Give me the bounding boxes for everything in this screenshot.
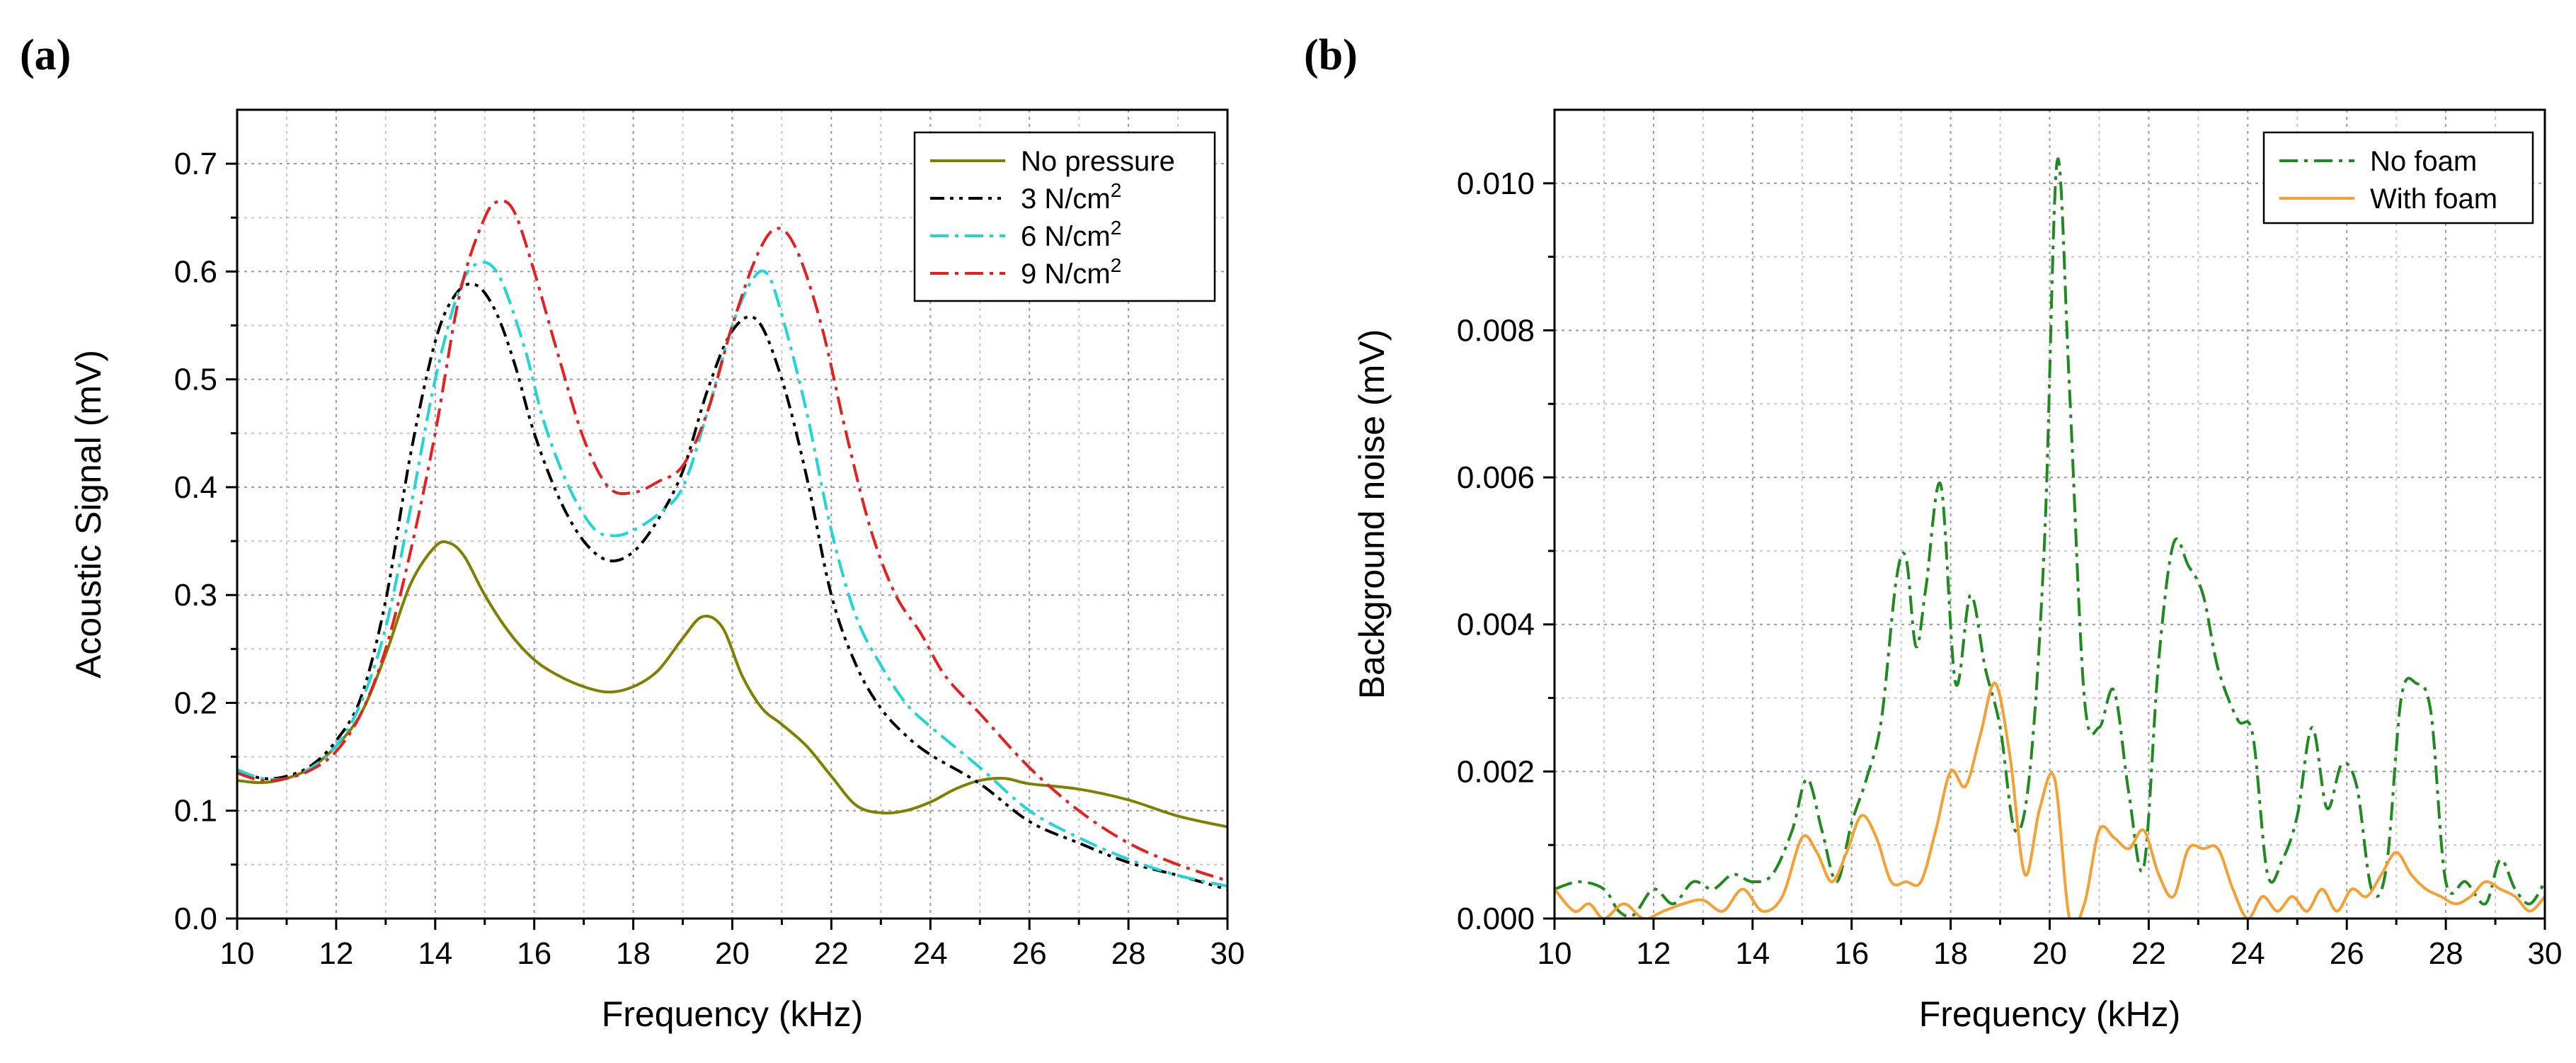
chart-a-ytick-label: 0.6 <box>174 254 217 289</box>
chart-a-y-axis-title: Acoustic Signal (mV) <box>69 350 108 678</box>
chart-a-xtick-label: 24 <box>913 936 948 971</box>
chart-a-xtick-label: 22 <box>814 936 849 971</box>
chart-a-ytick-label: 0.7 <box>174 147 217 181</box>
chart-b-legend: No foam With foam <box>2262 131 2534 224</box>
chart-a-ytick-label: 0.0 <box>174 902 217 936</box>
chart-b-xtick-label: 14 <box>1735 936 1770 971</box>
chart-b-legend-box <box>2262 131 2534 224</box>
chart-b-ytick-label: 0.010 <box>1457 166 1535 201</box>
chart-b-xtick-label: 20 <box>2032 936 2067 971</box>
chart-b-xtick-label: 24 <box>2231 936 2265 971</box>
chart-b-legend-label-1: With foam <box>2370 183 2497 215</box>
chart-a-legend-label-2: 6 N/cm2 <box>1021 217 1121 252</box>
chart-a-x-axis-title: Frequency (kHz) <box>602 994 864 1034</box>
chart-a-legend-label-3: 9 N/cm2 <box>1021 254 1121 290</box>
chart-b-ytick-label: 0.002 <box>1457 754 1535 789</box>
chart-a-series-line-3 <box>237 199 1227 882</box>
chart-a-xtick-label: 28 <box>1111 936 1146 971</box>
chart-a-series-group <box>237 199 1227 891</box>
chart-b-ytick-label: 0.004 <box>1457 608 1535 642</box>
chart-a-xtick-label: 30 <box>1210 936 1245 971</box>
chart-a-ytick-label: 0.5 <box>174 363 217 397</box>
chart-b-ytick-label: 0.008 <box>1457 313 1535 348</box>
chart-a-xtick-label: 18 <box>616 936 651 971</box>
chart-b-xtick-label: 22 <box>2131 936 2166 971</box>
chart-b-series-line-0 <box>1555 157 2545 919</box>
chart-a-xtick-label: 26 <box>1012 936 1047 971</box>
chart-b-grid <box>1555 110 2545 919</box>
chart-a-xtick-label: 16 <box>517 936 551 971</box>
chart-a-xtick-label: 14 <box>418 936 452 971</box>
chart-b-series-line-1 <box>1555 681 2545 919</box>
chart-b-xtick-label: 10 <box>1538 936 1572 971</box>
chart-b-xtick-label: 26 <box>2330 936 2364 971</box>
chart-b-y-axis-title: Background noise (mV) <box>1352 329 1392 699</box>
chart-a: 10 12 14 16 18 20 22 24 26 28 30 0.0 0.1 0.2 0.3 0.4 0.5… <box>69 108 1245 1034</box>
chart-b-series-group <box>1555 157 2545 919</box>
chart-a-xtick-label: 12 <box>319 936 353 971</box>
chart-a-series-line-1 <box>237 282 1227 891</box>
chart-a-legend-label-0: No pressure <box>1021 146 1175 177</box>
chart-a-series-line-0 <box>237 540 1227 829</box>
chart-a-ytick-label: 0.3 <box>174 578 217 613</box>
chart-a-series-line-2 <box>237 261 1227 888</box>
chart-a-xtick-label: 20 <box>715 936 750 971</box>
chart-b-xtick-label: 28 <box>2429 936 2463 971</box>
chart-b-legend-label-0: No foam <box>2370 146 2477 177</box>
chart-a-ytick-label: 0.4 <box>174 470 217 505</box>
chart-b-xtick-label: 12 <box>1636 936 1671 971</box>
panel-a-label: (a) <box>20 31 71 79</box>
chart-a-ytick-label: 0.1 <box>174 794 217 829</box>
chart-a-xtick-label: 10 <box>220 936 255 971</box>
chart-b-xtick-label: 16 <box>1834 936 1869 971</box>
chart-b-xtick-label: 18 <box>1933 936 1968 971</box>
chart-a-legend-label-1: 3 N/cm2 <box>1021 179 1121 215</box>
chart-b: 10 12 14 16 18 20 22 24 26 28 30 0.000 0.002 0.004 0.0… <box>1352 108 2563 1034</box>
chart-a-grid <box>237 110 1227 919</box>
chart-b-ytick-label: 0.000 <box>1457 902 1535 936</box>
chart-b-x-axis-title: Frequency (kHz) <box>1919 994 2181 1034</box>
chart-a-ytick-label: 0.2 <box>174 686 217 720</box>
panel-b-label: (b) <box>1304 31 1358 79</box>
chart-b-xtick-label: 30 <box>2528 936 2563 971</box>
chart-b-ytick-label: 0.006 <box>1457 460 1535 495</box>
